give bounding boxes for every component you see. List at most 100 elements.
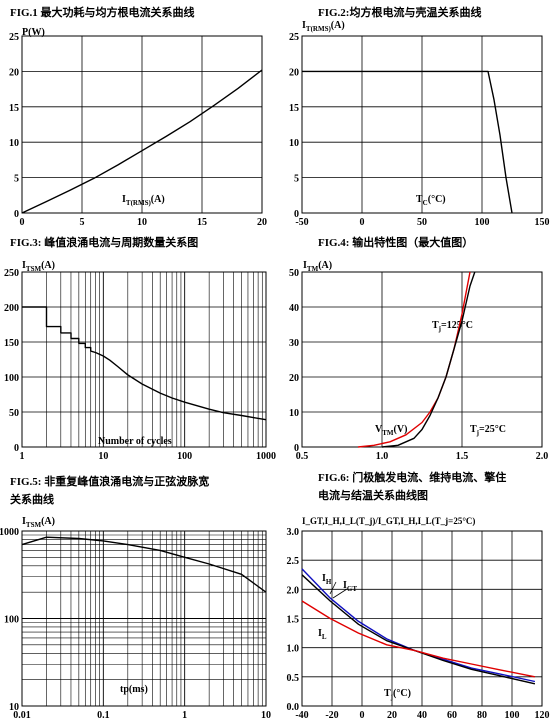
fig3-ytick-label: 50 bbox=[9, 408, 19, 419]
fig4-ytick-label: 10 bbox=[289, 408, 299, 419]
fig6-ytick-label: 2.5 bbox=[287, 556, 300, 567]
fig6-xtick-label: 20 bbox=[387, 710, 397, 721]
fig1-ytick-label: 15 bbox=[9, 103, 19, 114]
fig2-ytick-label: 15 bbox=[289, 103, 299, 114]
fig3-plot: 1 10 100 1000 0 50 100 150 200 250 bbox=[4, 268, 276, 462]
fig3-xlabel: Number of cycles bbox=[98, 436, 172, 447]
fig5-series-line-1 bbox=[21, 536, 267, 593]
fig1-ytick-label: 0 bbox=[14, 209, 19, 220]
fig6-label-igt: IGT bbox=[343, 580, 357, 593]
fig5-title-line2: 关系曲线 bbox=[10, 492, 54, 506]
fig6-xtick-label: -40 bbox=[295, 710, 308, 721]
fig1-xtick-label: 0 bbox=[20, 217, 25, 228]
fig6-xtick-label: 80 bbox=[477, 710, 487, 721]
fig3-xtick-label: 1000 bbox=[256, 451, 276, 462]
fig1-ytick-label: 25 bbox=[9, 32, 19, 43]
fig6-series-line-1 bbox=[301, 568, 536, 683]
fig6-label-il: IL bbox=[318, 628, 327, 641]
fig5-frame bbox=[21, 530, 267, 707]
fig3-title: FIG.3: 峰值浪涌电流与周期数量关系图 bbox=[10, 235, 198, 249]
fig1-ytick-label: 5 bbox=[14, 174, 19, 185]
fig5-xtick-label: 0.1 bbox=[97, 710, 110, 721]
fig3-series-line-1 bbox=[22, 306, 267, 421]
fig3-ytick-label: 150 bbox=[4, 338, 19, 349]
fig6-series-line-2 bbox=[301, 574, 536, 685]
fig1-ytick-label: 20 bbox=[9, 67, 19, 78]
fig2-xtick-label: 150 bbox=[535, 217, 550, 228]
fig1-title: FIG.1 最大功耗与均方根电流关系曲线 bbox=[10, 5, 195, 19]
fig6-title-line2: 电流与结温关系曲线图 bbox=[318, 488, 428, 502]
fig1-xtick-label: 20 bbox=[257, 217, 267, 228]
fig6-leader-igt bbox=[332, 588, 348, 599]
fig3-ytick-label: 100 bbox=[4, 373, 19, 384]
fig6-xtick-label: 60 bbox=[447, 710, 457, 721]
fig2-series-line-1 bbox=[302, 70, 513, 214]
fig5-xtick-label: 1 bbox=[182, 710, 187, 721]
fig1-series-line-1 bbox=[21, 69, 263, 214]
fig4-frame bbox=[301, 271, 543, 448]
fig1-xlabel: IT(RMS)(A) bbox=[122, 194, 165, 207]
fig6-label-ih: IH bbox=[322, 573, 332, 586]
fig4-ytick-label: 40 bbox=[289, 303, 299, 314]
fig4-ytick-label: 0 bbox=[294, 443, 299, 454]
fig2-ytick-label: 5 bbox=[294, 174, 299, 185]
fig3-xtick-label: 100 bbox=[177, 451, 192, 462]
fig4-xtick-label: 2.0 bbox=[536, 451, 549, 462]
fig5-title: FIG.5: 非重复峰值浪涌电流与正弦波脉宽 bbox=[10, 474, 209, 488]
fig3-xtick-label: 1 bbox=[20, 451, 25, 462]
fig4-plot: 0.5 1.0 1.5 2.0 0 10 20 30 40 50 bbox=[289, 268, 548, 462]
fig5-xtick-label: 10 bbox=[261, 710, 271, 721]
fig6-xtick-label: 100 bbox=[505, 710, 520, 721]
fig4-label-125: Tj=125°C bbox=[432, 320, 473, 333]
fig6-ytick-label: 0.5 bbox=[287, 673, 300, 684]
fig6-xtick-label: 0 bbox=[360, 710, 365, 721]
fig5-ytick-label: 100 bbox=[4, 615, 19, 626]
fig2-ytick-label: 20 bbox=[289, 67, 299, 78]
fig4-series-line-1 bbox=[357, 271, 471, 448]
fig6-frame bbox=[301, 530, 543, 707]
fig1-ytick-label: 10 bbox=[9, 138, 19, 149]
fig4-title: FIG.4: 输出特性图（最大值图） bbox=[318, 235, 473, 249]
fig4-ytick-label: 30 bbox=[289, 338, 299, 349]
fig4-xtick-label: 0.5 bbox=[296, 451, 309, 462]
fig4-xtick-label: 1.5 bbox=[456, 451, 469, 462]
fig5-xlabel: tp(ms) bbox=[120, 684, 148, 695]
fig4-ytick-label: 50 bbox=[289, 268, 299, 279]
fig5-xtick-label: 0.01 bbox=[13, 710, 31, 721]
fig3-ytick-label: 200 bbox=[4, 303, 19, 314]
fig1-xtick-label: 5 bbox=[80, 217, 85, 228]
fig6-xtick-label: -20 bbox=[325, 710, 338, 721]
fig6-ytick-label: 1.0 bbox=[287, 644, 300, 655]
fig6-ytick-label: 0.0 bbox=[287, 702, 300, 713]
fig2-title: FIG.2:均方根电流与壳温关系曲线 bbox=[318, 5, 481, 19]
fig6-series-line-3 bbox=[301, 600, 536, 678]
fig6-xlabel: Tj(°C) bbox=[384, 688, 411, 701]
fig2-xtick-label: 50 bbox=[417, 217, 427, 228]
fig5-ylabel: ITSM(A) bbox=[22, 516, 55, 529]
fig4-xlabel: VTM(V) bbox=[375, 424, 407, 437]
fig6-ytick-label: 3.0 bbox=[287, 527, 300, 538]
fig2-ytick-label: 25 bbox=[289, 32, 299, 43]
fig5-plot: 0.01 0.1 1 10 10 100 1000 bbox=[0, 527, 271, 721]
fig4-series-line-2 bbox=[381, 271, 476, 448]
fig2-xtick-label: 100 bbox=[475, 217, 490, 228]
fig2-ylabel: IT(RMS)(A) bbox=[302, 20, 345, 33]
fig2-xtick-label: 0 bbox=[360, 217, 365, 228]
fig3-ytick-label: 250 bbox=[4, 268, 19, 279]
fig1-xtick-label: 15 bbox=[197, 217, 207, 228]
fig4-label-25: Tj=25°C bbox=[470, 424, 506, 437]
fig2-xtick-label: -50 bbox=[295, 217, 308, 228]
fig3-xtick-label: 10 bbox=[98, 451, 108, 462]
fig6-ytick-label: 1.5 bbox=[287, 615, 300, 626]
fig5-ytick-label: 10 bbox=[9, 702, 19, 713]
fig2-frame bbox=[301, 35, 543, 214]
fig6-xtick-label: 120 bbox=[535, 710, 550, 721]
fig1-frame bbox=[21, 35, 263, 214]
fig1-plot: 0 5 10 15 20 0 5 10 15 20 25 bbox=[9, 32, 267, 228]
fig6-ytick-label: 2.0 bbox=[287, 585, 300, 596]
fig3-frame bbox=[21, 271, 267, 448]
fig6-plot: -40 -20 0 20 40 60 80 100 120 0.0 0.5 1.0 1.5 2.0 2.5 3… bbox=[287, 527, 550, 721]
fig6-leader-ih bbox=[329, 581, 337, 595]
fig1-xtick-label: 10 bbox=[137, 217, 147, 228]
fig1-ylabel: P(W) bbox=[22, 27, 45, 38]
